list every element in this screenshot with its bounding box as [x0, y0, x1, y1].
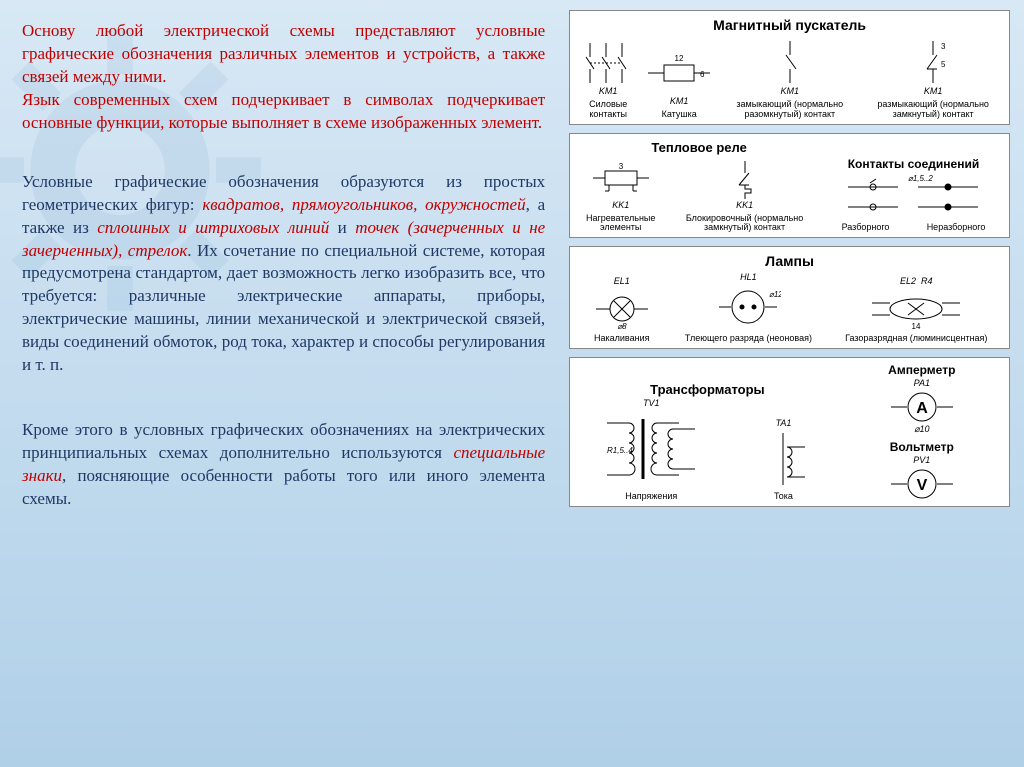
- lamp-neon: HL1 ⌀12 Тлеющего разряда (неоновая): [685, 273, 812, 344]
- neon-icon: ⌀12: [715, 283, 781, 331]
- tr-item-heaters: 3 KK1 Нагревательные элементы: [578, 157, 663, 234]
- conn-dim: ⌀1,5..2: [908, 174, 933, 183]
- voltmeter-icon: V: [887, 466, 957, 502]
- conn-label-0: Разборного: [842, 223, 890, 233]
- voltmeter-letter: V: [916, 477, 927, 494]
- paragraph-2: Условные графические обозначения образую…: [22, 171, 545, 377]
- lamp-label-2: Газоразрядная (люминисцентная): [845, 334, 987, 344]
- ammeter-title: Амперметр: [843, 364, 1001, 377]
- ammeter-letter: A: [916, 400, 928, 417]
- panel1-title: Магнитный пускатель: [578, 17, 1001, 33]
- ms-item-nc-contact: 3 5 KM1 размыкающий (нормально замкнутый…: [865, 37, 1001, 120]
- block-contact-icon: [727, 157, 763, 201]
- ms-item-power-contacts: KM1 Силовые контакты: [578, 37, 638, 120]
- ms-label-1: Катушка: [644, 110, 714, 120]
- panel-lamps: Лампы EL1 ⌀8 Накаливания HL1: [569, 246, 1010, 349]
- ms-label-0: Силовые контакты: [578, 100, 638, 120]
- ms-label-3: размыкающий (нормально замкнутый) контак…: [865, 100, 1001, 120]
- conn-label-1: Неразборного: [927, 223, 986, 233]
- trf-code-0: TV1: [643, 398, 660, 408]
- trf-code-1: TA1: [776, 418, 792, 428]
- p2-t3: и: [329, 218, 355, 237]
- trf-label-1: Тока: [753, 492, 813, 502]
- tr-label-0: Нагревательные элементы: [578, 214, 663, 234]
- lamp-fluorescent: EL2 R4 14 Газоразрядная (люминисцентная): [845, 277, 987, 344]
- voltmeter-code: PV1: [913, 455, 930, 465]
- ms-item-coil: 12 6 KM1 Катушка: [644, 47, 714, 120]
- lamp-dim-0: ⌀8: [617, 322, 627, 331]
- p1-text2: Язык современных схем подчеркивает в сим…: [22, 90, 545, 132]
- ms-code-1: KM1: [670, 96, 689, 106]
- ammeter-icon: A: [887, 389, 957, 425]
- ms-item-no-contact: KM1 замыкающий (нормально разомкнутый) к…: [720, 37, 859, 120]
- ms-code-3: KM1: [924, 86, 943, 96]
- coil-icon: 12 6: [644, 47, 714, 97]
- lamp-code-2: EL2: [900, 276, 916, 286]
- tr-label-1: Блокировочный (нормально замкнутый) конт…: [669, 214, 820, 234]
- panel-transformers: Трансформаторы TV1: [569, 357, 1010, 507]
- fluorescent-icon: 14: [868, 287, 964, 331]
- text-column: Основу любой электрической схемы предста…: [0, 0, 563, 767]
- lamp-code2-2: R4: [921, 276, 933, 286]
- trf-current: TA1 Тока: [753, 419, 813, 502]
- paragraph-1: Основу любой электрической схемы предста…: [22, 20, 545, 135]
- ammeter-dim: ⌀10: [914, 424, 929, 434]
- lamp-incandescent: EL1 ⌀8 Накаливания: [592, 277, 652, 344]
- incandescent-icon: ⌀8: [592, 287, 652, 331]
- tr-code-0: KK1: [612, 200, 629, 210]
- ms-label-2: замыкающий (нормально разомкнутый) конта…: [720, 100, 859, 120]
- connections-title: Контакты соединений: [826, 157, 1001, 171]
- coil-dim2: 6: [700, 70, 705, 79]
- power-contacts-icon: [578, 37, 638, 87]
- lamp-dim-2: 14: [912, 322, 921, 331]
- tr-code-1: KK1: [736, 200, 753, 210]
- p3-t2: , поясняющие особенности работы того или…: [22, 466, 545, 508]
- nc-dim1: 3: [941, 42, 946, 51]
- panel2-title: Тепловое реле: [578, 140, 820, 155]
- voltmeter-title: Вольтметр: [843, 441, 1001, 454]
- p2-t4: . Их сочетание по специальной системе, к…: [22, 241, 545, 375]
- panel-magnetic-starter: Магнитный пускатель KM1 Силовые контакты: [569, 10, 1010, 125]
- panel3-title: Лампы: [578, 253, 1001, 269]
- p2-it2: сплошных и штриховых линий: [97, 218, 329, 237]
- ammeter-code: PA1: [914, 378, 930, 388]
- voltage-transformer-icon: R1,5..4: [601, 409, 701, 489]
- lamp-label-0: Накаливания: [592, 334, 652, 344]
- connections-icon: ⌀1,5..2: [838, 173, 988, 223]
- lamp-code-1: HL1: [740, 272, 757, 282]
- no-contact-icon: [772, 37, 808, 87]
- trf-dim-0: R1,5..4: [607, 446, 633, 455]
- lamp-dim-1: ⌀12: [769, 290, 781, 299]
- diagram-column: Магнитный пускатель KM1 Силовые контакты: [563, 0, 1024, 767]
- current-transformer-icon: [753, 429, 813, 489]
- panel-thermal-relay: Тепловое реле 3 KK1: [569, 133, 1010, 239]
- tr-item-block-contact: KK1 Блокировочный (нормально замкнутый) …: [669, 157, 820, 234]
- p2-it1: квадратов, прямоугольников, окружностей: [202, 195, 525, 214]
- ms-code-2: KM1: [780, 86, 799, 96]
- paragraph-3: Кроме этого в условных графических обозн…: [22, 419, 545, 511]
- nc-contact-icon: 3 5: [915, 37, 951, 87]
- voltmeter: Вольтметр PV1 V: [843, 441, 1001, 502]
- trf-label-0: Напряжения: [601, 492, 701, 502]
- coil-dim1: 12: [675, 54, 684, 63]
- heater-icon: 3: [589, 157, 653, 201]
- ms-code-0: KM1: [599, 86, 618, 96]
- nc-dim2: 5: [941, 60, 946, 69]
- lamp-label-1: Тлеющего разряда (неоновая): [685, 334, 812, 344]
- ammeter: Амперметр PA1 A ⌀10: [843, 364, 1001, 435]
- trf-voltage: TV1 R1,5..4: [601, 399, 701, 502]
- panel4-title: Трансформаторы: [578, 382, 836, 397]
- heater-dim: 3: [618, 162, 623, 171]
- lamp-code-0: EL1: [614, 276, 630, 286]
- p1-text1: Основу любой электрической схемы предста…: [22, 21, 545, 86]
